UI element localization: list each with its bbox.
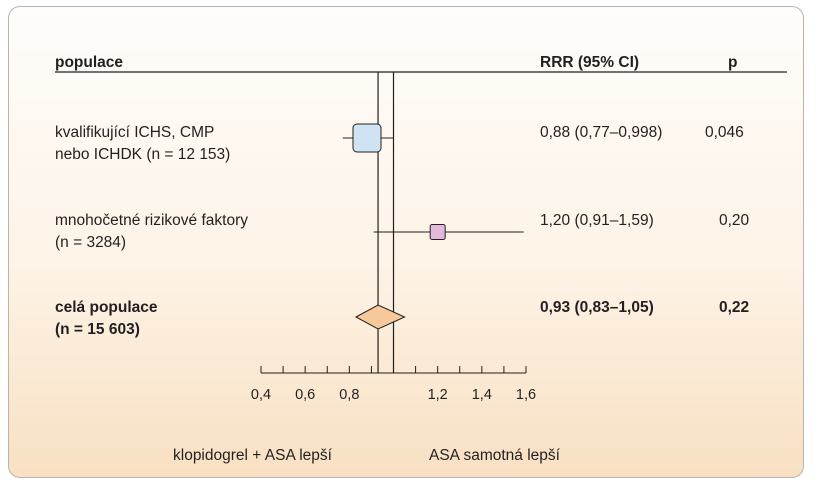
row-label-2-line-2: (n = 3284)	[55, 234, 127, 251]
row-label-1-line-2: nebo ICHDK (n = 12 153)	[55, 146, 231, 163]
row-p-2: 0,20	[719, 212, 750, 229]
point-estimate-1	[352, 123, 382, 153]
x-tick-label: 0,8	[339, 387, 359, 403]
row-label-3: celá populace (n = 15 603)	[55, 297, 158, 341]
row-label-1: kvalifikující ICHS, CMP nebo ICHDK (n = …	[55, 122, 230, 166]
row-p-3: 0,22	[719, 299, 750, 316]
row-rrr-3: 0,93 (0,83–1,05)	[540, 299, 654, 316]
forest-plot-svg: 0,4 0,6 0,8 1,2 1,4 1,6	[55, 71, 787, 403]
row-label-3-line-2: (n = 15 603)	[55, 321, 140, 338]
row-label-2-line-1: mnohočetné rizikové faktory	[55, 212, 248, 229]
forest-plot-panel: populace RRR (95% CI) p kvalifikující IC…	[8, 6, 804, 478]
row-label-2: mnohočetné rizikové faktory (n = 3284)	[55, 210, 248, 254]
x-tick-label: 1,2	[428, 387, 448, 403]
row-label-3-line-1: celá populace	[55, 299, 158, 316]
x-tick-label: 0,6	[295, 387, 315, 403]
footer-right-label: ASA samotná lepší	[429, 447, 560, 464]
x-tick-label: 1,6	[516, 387, 536, 403]
point-estimate-2	[429, 224, 446, 240]
row-label-1-line-1: kvalifikující ICHS, CMP	[55, 124, 215, 141]
header-rrr: RRR (95% CI)	[540, 54, 640, 71]
footer-left-label: klopidogrel + ASA lepší	[173, 447, 332, 464]
row-p-1: 0,046	[705, 124, 744, 141]
row-rrr-2: 1,20 (0,91–1,59)	[540, 212, 654, 229]
row-rrr-1: 0,88 (0,77–0,998)	[540, 124, 663, 141]
x-tick-label: 0,4	[251, 387, 271, 403]
x-tick-label: 1,4	[472, 387, 492, 403]
header-p: p	[728, 54, 738, 71]
summary-diamond	[354, 304, 406, 330]
header-population: populace	[55, 54, 124, 71]
